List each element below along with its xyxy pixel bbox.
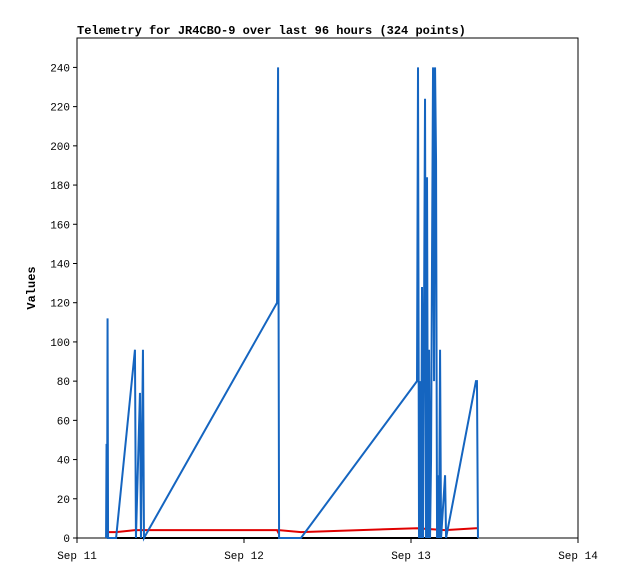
y-tick-label: 20 [57,495,70,507]
y-tick-label: 240 [50,63,70,75]
y-tick-label: 120 [50,299,70,311]
y-tick-label: 140 [50,259,70,271]
y-axis-label: Values [25,266,39,309]
x-tick-label: Sep 13 [391,551,431,563]
x-tick-label: Sep 12 [224,551,264,563]
y-tick-label: 60 [57,416,70,428]
y-tick-label: 80 [57,377,70,389]
y-tick-label: 180 [50,181,70,193]
data-line [105,67,479,542]
y-tick-label: 40 [57,456,70,468]
y-tick-label: 160 [50,220,70,232]
y-tick-label: 100 [50,338,70,350]
chart-title: Telemetry for JR4CBO-9 over last 96 hour… [77,24,466,38]
y-tick-label: 200 [50,142,70,154]
y-tick-label: 0 [63,534,70,546]
x-tick-label: Sep 14 [558,551,598,563]
y-tick-label: 220 [50,103,70,115]
x-tick-label: Sep 11 [57,551,97,563]
